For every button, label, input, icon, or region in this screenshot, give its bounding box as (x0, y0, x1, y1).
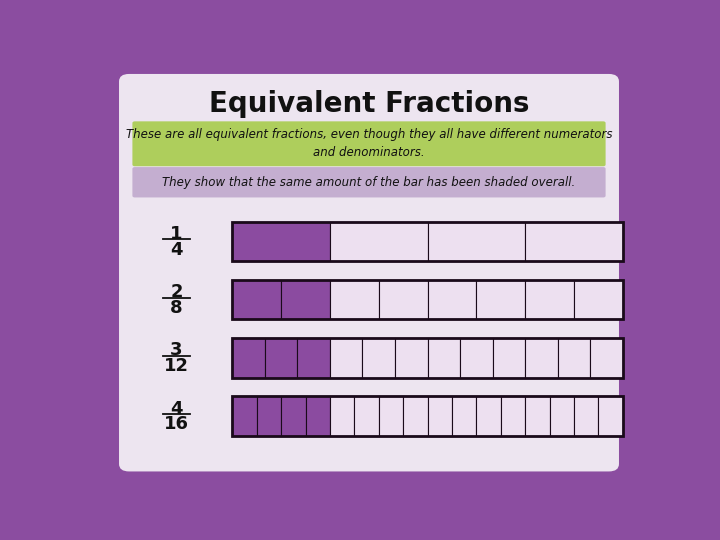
Bar (305, 396, 330, 436)
Bar (233, 280, 623, 320)
Bar (428, 280, 477, 320)
Bar (526, 396, 549, 436)
Text: 8: 8 (170, 299, 183, 317)
Bar (558, 338, 590, 377)
Bar (281, 396, 305, 436)
Bar (574, 396, 598, 436)
Bar (354, 396, 379, 436)
Bar (257, 396, 281, 436)
Bar (233, 396, 623, 436)
Bar (428, 222, 526, 261)
Bar (265, 338, 297, 377)
Text: 16: 16 (164, 415, 189, 434)
FancyBboxPatch shape (119, 74, 619, 471)
Bar (233, 396, 257, 436)
Bar (362, 338, 395, 377)
Bar (233, 222, 623, 261)
Bar (403, 396, 428, 436)
Text: 2: 2 (170, 284, 183, 301)
Bar (477, 396, 501, 436)
Bar (598, 396, 623, 436)
Bar (233, 222, 330, 261)
Text: 4: 4 (170, 400, 183, 417)
Text: 12: 12 (164, 357, 189, 375)
Bar (330, 222, 428, 261)
Bar (526, 222, 623, 261)
FancyBboxPatch shape (132, 122, 606, 166)
Bar (330, 338, 362, 377)
Bar (526, 280, 574, 320)
Bar (574, 280, 623, 320)
Bar (297, 338, 330, 377)
Bar (492, 338, 526, 377)
Bar (330, 280, 379, 320)
Bar (395, 338, 428, 377)
FancyBboxPatch shape (132, 167, 606, 198)
Bar (549, 396, 574, 436)
Bar (477, 280, 526, 320)
Bar (233, 280, 281, 320)
Bar (428, 396, 452, 436)
Bar (460, 338, 492, 377)
Text: Equivalent Fractions: Equivalent Fractions (209, 90, 529, 118)
Bar (452, 396, 477, 436)
Text: 4: 4 (170, 241, 183, 259)
Text: These are all equivalent fractions, even though they all have different numerato: These are all equivalent fractions, even… (126, 129, 612, 159)
Text: 3: 3 (170, 341, 183, 360)
Bar (281, 280, 330, 320)
Bar (379, 396, 403, 436)
Bar (428, 338, 460, 377)
Text: 1: 1 (170, 225, 183, 243)
Bar (590, 338, 623, 377)
Text: They show that the same amount of the bar has been shaded overall.: They show that the same amount of the ba… (163, 176, 575, 189)
Bar (526, 338, 558, 377)
Bar (330, 396, 354, 436)
Bar (379, 280, 428, 320)
Bar (233, 338, 265, 377)
Bar (501, 396, 526, 436)
Bar (233, 338, 623, 377)
